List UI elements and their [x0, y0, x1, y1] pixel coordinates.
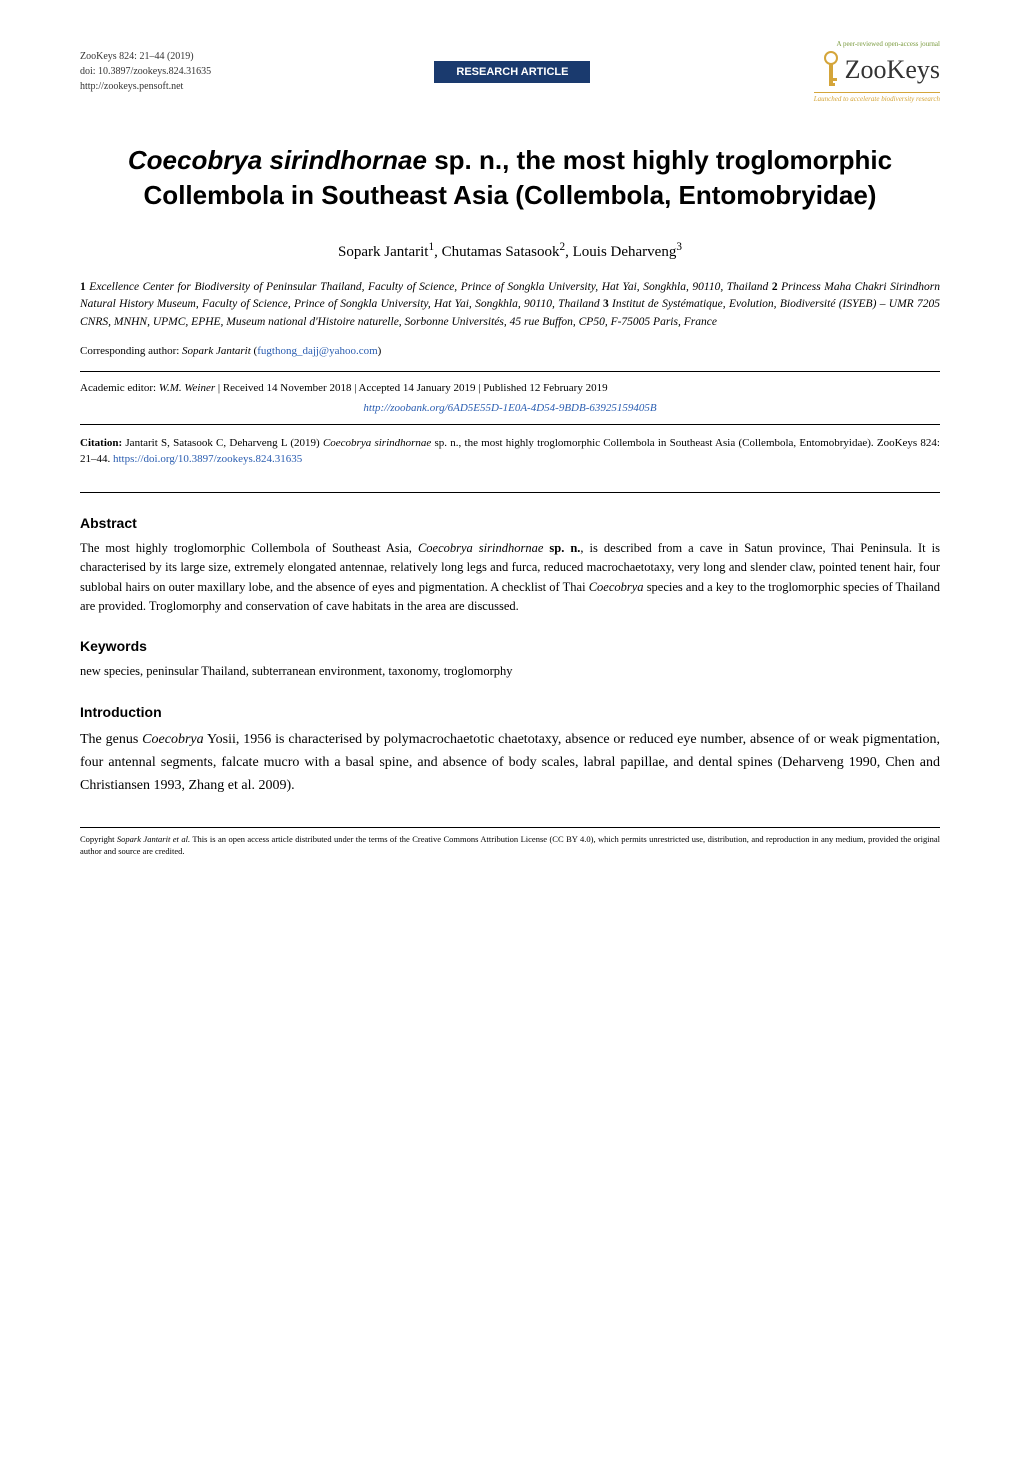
divider	[80, 492, 940, 493]
abstract-heading: Abstract	[80, 515, 940, 531]
corresponding-author: Corresponding author: Sopark Jantarit (f…	[80, 345, 940, 357]
divider	[80, 371, 940, 372]
journal-citation: ZooKeys 824: 21–44 (2019)	[80, 49, 211, 64]
key-icon	[819, 50, 843, 90]
journal-logo-block: A peer-reviewed open-access journal ZooK…	[814, 40, 940, 103]
article-type-badge: RESEARCH ARTICLE	[434, 61, 590, 83]
logo-top-label: A peer-reviewed open-access journal	[837, 40, 940, 48]
zoobank-link[interactable]: http://zoobank.org/6AD5E55D-1E0A-4D54-9B…	[80, 402, 940, 414]
header-meta: ZooKeys 824: 21–44 (2019) doi: 10.3897/z…	[80, 49, 211, 94]
introduction-text: The genus Coecobrya Yosii, 1956 is chara…	[80, 728, 940, 797]
keywords-heading: Keywords	[80, 638, 940, 654]
logo-main: ZooKeys	[845, 55, 940, 84]
keywords-text: new species, peninsular Thailand, subter…	[80, 662, 940, 681]
copyright-notice: Copyright Sopark Jantarit et al. This is…	[80, 827, 940, 858]
zookeys-logo: ZooKeys	[819, 50, 940, 90]
abstract-text: The most highly troglomorphic Collembola…	[80, 539, 940, 617]
journal-url[interactable]: http://zookeys.pensoft.net	[80, 79, 211, 94]
divider	[80, 424, 940, 425]
article-title: Coecobrya sirindhornae sp. n., the most …	[80, 143, 940, 213]
logo-tagline: Launched to accelerate biodiversity rese…	[814, 92, 940, 103]
affiliations: 1 Excellence Center for Biodiversity of …	[80, 279, 940, 331]
page-header: ZooKeys 824: 21–44 (2019) doi: 10.3897/z…	[80, 40, 940, 103]
editorial-dates: Academic editor: W.M. Weiner | Received …	[80, 382, 940, 394]
introduction-heading: Introduction	[80, 704, 940, 720]
doi: doi: 10.3897/zookeys.824.31635	[80, 64, 211, 79]
authors: Sopark Jantarit1, Chutamas Satasook2, Lo…	[80, 241, 940, 261]
citation: Citation: Jantarit S, Satasook C, Deharv…	[80, 435, 940, 468]
logo-text: ZooKeys	[845, 55, 940, 85]
